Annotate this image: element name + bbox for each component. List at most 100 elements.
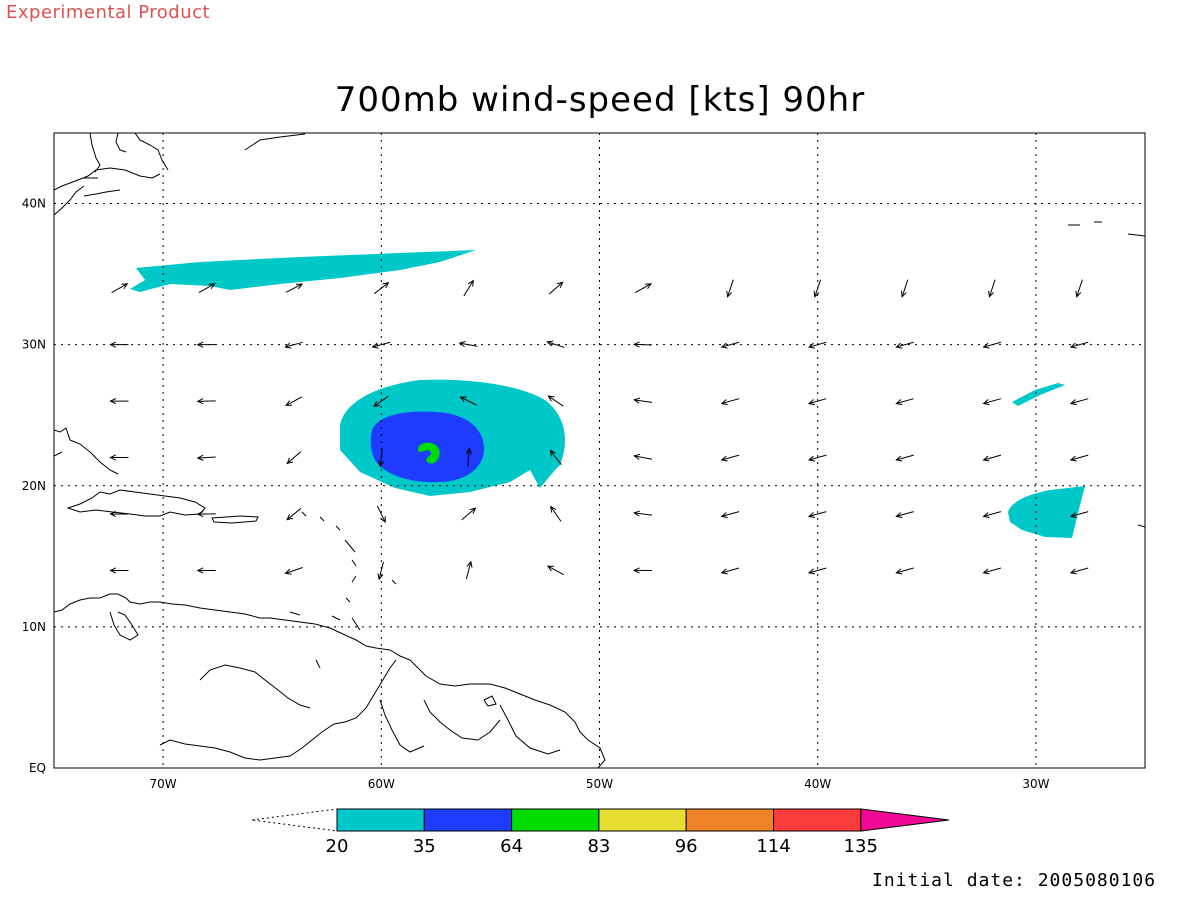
wind-vector-arrow [895,454,914,462]
wind-vector-arrow [373,281,390,295]
lat-tick-label: 10N [22,620,46,634]
wind-vector-arrow [1069,341,1089,349]
wind-vector-arrow [982,511,1002,518]
wind-vectors [109,279,1089,581]
wind-vector-arrow [895,398,914,406]
wind-vector-arrow [109,454,129,461]
lat-tick-label: EQ [29,761,46,775]
wind-vector-arrow [465,560,473,580]
coast-cuba [54,427,119,475]
colorbar: 20 35 64 83 96 114 135 [251,808,949,857]
wind-vector-arrow [459,396,477,406]
wind-band-storm-eyewall [418,442,440,464]
wind-vector-arrow [632,341,653,348]
wind-vector-arrow [548,281,564,295]
coast-azores [1068,221,1145,528]
colorbar-swatch [773,808,862,832]
wind-vector-arrow [109,510,129,518]
wind-vector-arrow [895,341,914,349]
coast-puerto-rico [211,515,259,524]
wind-vector-arrow [286,451,302,465]
colorbar-swatch [423,808,513,832]
colorbar-label: 83 [587,836,610,857]
wind-vector-arrow [285,283,304,293]
wind-vector-arrow [196,341,216,348]
wind-vector-arrow [813,279,822,298]
wind-vector-arrow [720,341,740,349]
graticule [54,133,1145,768]
wind-speed-shading [130,250,1085,538]
wind-vector-arrow [371,341,391,349]
wind-vector-arrow [109,567,129,574]
wind-vector-arrow [982,341,1002,349]
wind-vector-arrow [196,510,216,518]
wind-vector-arrow [900,279,909,298]
wind-vector-arrow [196,398,216,405]
map-frame [53,132,1146,769]
wind-vector-arrow [1069,511,1089,518]
wind-vector-arrow [373,395,389,408]
colorbar-left-extension [251,808,338,832]
wind-vector-arrow [109,341,129,348]
wind-band-north [130,250,476,292]
wind-vector-arrow [284,567,303,575]
coast-hispaniola [66,489,206,517]
lon-tick-label: 50W [586,777,613,791]
colorbar-label: 114 [756,836,790,857]
wind-vector-arrow [982,454,1002,462]
colorbar-label: 35 [413,836,436,857]
map-title: 700mb wind-speed [kts] 90hr [334,80,866,120]
colorbar-label: 96 [675,836,698,857]
wind-vector-arrow [546,340,565,348]
lat-tick-label: 30N [22,338,46,352]
lon-tick-label: 30W [1022,777,1049,791]
wind-vector-arrow [376,505,386,524]
wind-vector-arrow [807,567,827,575]
coast-south-america [54,593,606,768]
wind-vector-arrow [458,340,478,348]
wind-vector-arrow [633,510,653,517]
colorbar-label: 20 [326,836,349,857]
wind-vector-arrow [720,567,740,575]
wind-vector-arrow [463,279,474,297]
wind-vector-arrow [726,279,734,298]
wind-vector-arrow [1069,398,1089,406]
wind-vector-arrow [988,279,996,298]
wind-vector-arrow [198,283,216,294]
wind-vector-arrow [377,561,384,581]
colorbar-right-extension [860,808,949,832]
colorbar-swatch [511,808,600,832]
lon-tick-label: 60W [368,777,395,791]
wind-vector-arrow [196,567,216,574]
wind-vector-arrow [284,341,303,349]
wind-vector-arrow [720,454,740,462]
wind-vector-arrow [807,341,827,349]
wind-vector-arrow [546,565,565,576]
wind-vector-arrow [377,448,384,468]
wind-vector-arrow [111,283,129,294]
wind-vector-arrow [720,511,740,518]
experimental-product-label: Experimental Product [6,2,211,23]
wind-vector-arrow [1069,454,1089,462]
coast-lesser-antilles [289,511,397,616]
colorbar-label: 64 [500,836,523,857]
wind-vector-arrow [465,447,472,467]
wind-vector-arrow [635,283,653,294]
wind-vector-arrow [196,454,216,461]
wind-vector-arrow [807,454,827,462]
wind-vector-arrow [461,507,477,521]
wind-vector-arrow [982,567,1002,575]
wind-vector-arrow [720,398,740,406]
wind-vector-arrow [286,507,302,521]
wind-vector-arrow [895,511,914,518]
wind-vector-arrow [550,505,562,522]
lat-tick-label: 20N [22,479,46,493]
lon-tick-label: 70W [150,777,177,791]
wind-band-east-sliver [1012,383,1065,406]
wind-vector-arrow [807,398,827,406]
wind-band-east-patch [1008,486,1085,538]
wind-vector-arrow [547,395,564,407]
wind-vector-arrow [549,449,562,465]
wind-vector-arrow [807,511,827,518]
